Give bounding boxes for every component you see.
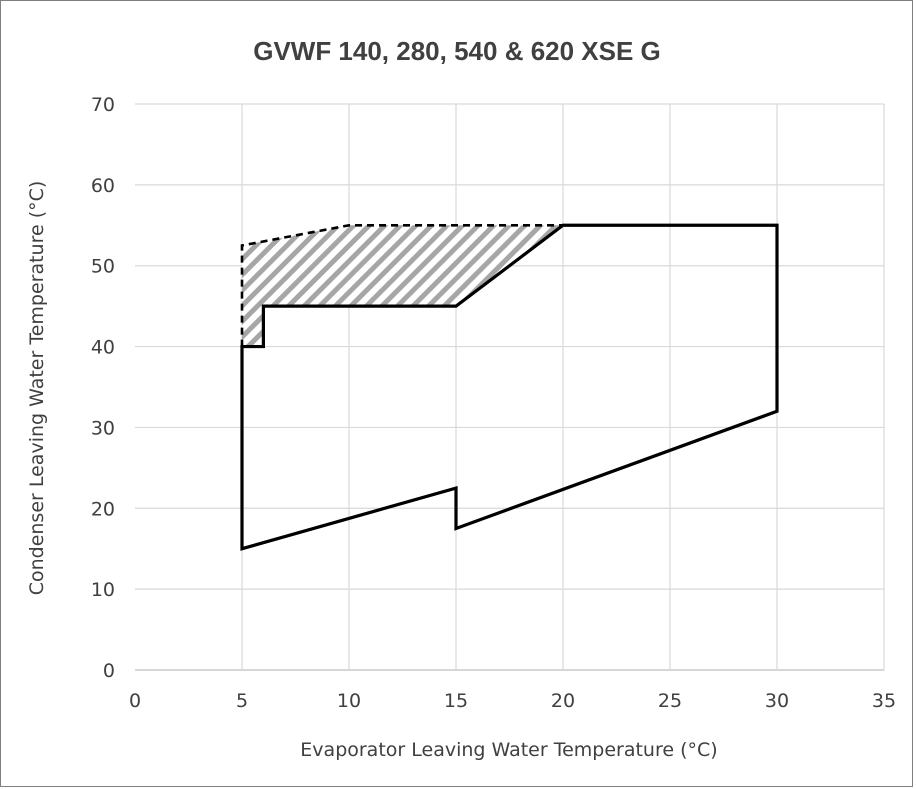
x-tick-label: 10 [337, 690, 361, 712]
x-axis-title: Evaporator Leaving Water Temperature (°C… [300, 739, 717, 761]
y-tick-label: 60 [91, 175, 115, 197]
hatched-area [242, 225, 563, 346]
tick-labels: 0 10 20 30 40 50 60 70 0 5 10 15 20 25 30 35 [91, 94, 896, 712]
chart-title: GVWF 140, 280, 540 & 620 XSE G [253, 36, 661, 66]
y-tick-label: 40 [91, 337, 115, 359]
gridlines [135, 104, 884, 670]
x-tick-label: 0 [129, 690, 141, 712]
x-tick-label: 15 [444, 690, 468, 712]
x-tick-label: 25 [658, 690, 682, 712]
y-tick-label: 20 [91, 498, 115, 520]
y-tick-label: 30 [91, 417, 115, 439]
hatched-region [242, 225, 563, 346]
y-tick-label: 0 [103, 660, 115, 682]
y-tick-label: 70 [91, 94, 115, 116]
x-tick-label: 30 [765, 690, 789, 712]
y-axis-title: Condenser Leaving Water Temperature (°C) [26, 181, 48, 596]
x-tick-label: 35 [872, 690, 896, 712]
y-tick-label: 10 [91, 579, 115, 601]
x-tick-label: 5 [236, 690, 248, 712]
y-tick-label: 50 [91, 256, 115, 278]
x-tick-label: 20 [551, 690, 575, 712]
